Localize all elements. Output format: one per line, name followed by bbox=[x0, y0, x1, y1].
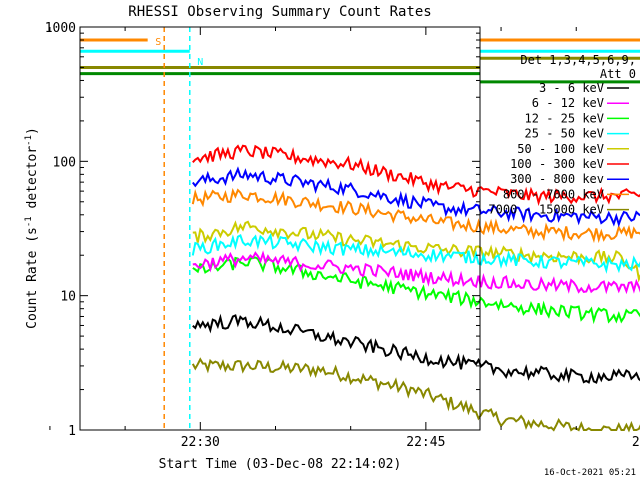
x-tick-label-3: 23:00 bbox=[632, 435, 640, 450]
data-series bbox=[191, 144, 640, 433]
series-line-5-segment-1 bbox=[192, 144, 640, 207]
legend-label-0: 3 - 6 keV bbox=[539, 81, 604, 95]
y-tick-label-1: 10 bbox=[60, 290, 76, 305]
x-tick-label-2: 22:45 bbox=[406, 435, 445, 450]
y-tick-label-3: 1000 bbox=[45, 21, 76, 36]
legend-label-2: 12 - 25 keV bbox=[525, 111, 604, 125]
chart-title: RHESSI Observing Summary Count Rates bbox=[128, 4, 431, 20]
axes: 22:1522:3022:4523:0023:1523:3023:4511010… bbox=[45, 21, 640, 450]
series-line-3-segment-1 bbox=[191, 232, 640, 275]
flag-label-s: S bbox=[155, 37, 161, 48]
legend-header-line-1: Det 1,3,4,5,6,9, bbox=[520, 53, 636, 67]
legend-label-7: 800 - 7000 keV bbox=[503, 187, 604, 201]
flag-lines: SNFD1FD2RD0RD4 bbox=[80, 37, 640, 84]
legend-label-3: 25 - 50 keV bbox=[525, 127, 604, 141]
legend-label-6: 300 - 800 kev bbox=[510, 172, 604, 186]
vertical-markers bbox=[163, 27, 191, 430]
series-line-2-segment-1 bbox=[192, 256, 640, 325]
series-line-0-segment-0 bbox=[192, 313, 640, 384]
legend-label-8: 7000 - 15000 keV bbox=[488, 203, 604, 217]
x-tick-label-1: 22:30 bbox=[181, 435, 220, 450]
legend-label-5: 100 - 300 keV bbox=[510, 157, 604, 171]
series-line-1-segment-1 bbox=[192, 250, 640, 295]
legend-header-line-2: Att 0 bbox=[600, 67, 636, 81]
y-axis-label: Count Rate (s-1 detector-1) bbox=[24, 127, 40, 329]
plot-frame bbox=[79, 26, 481, 431]
y-tick-label-0: 1 bbox=[68, 424, 76, 439]
series-line-8-segment-0 bbox=[191, 357, 640, 433]
x-axis-label: Start Time (03-Dec-08 22:14:02) bbox=[159, 457, 402, 472]
legend-label-1: 6 - 12 keV bbox=[532, 96, 604, 110]
footer-timestamp: 16-Oct-2021 05:21 bbox=[544, 468, 636, 478]
legend-label-4: 50 - 100 keV bbox=[517, 142, 604, 156]
y-tick-label-2: 100 bbox=[53, 155, 76, 170]
series-line-7-segment-1 bbox=[191, 187, 640, 244]
series-line-4-segment-1 bbox=[192, 220, 640, 283]
flag-label-n: N bbox=[197, 57, 203, 68]
series-line-6-segment-1 bbox=[192, 166, 640, 228]
